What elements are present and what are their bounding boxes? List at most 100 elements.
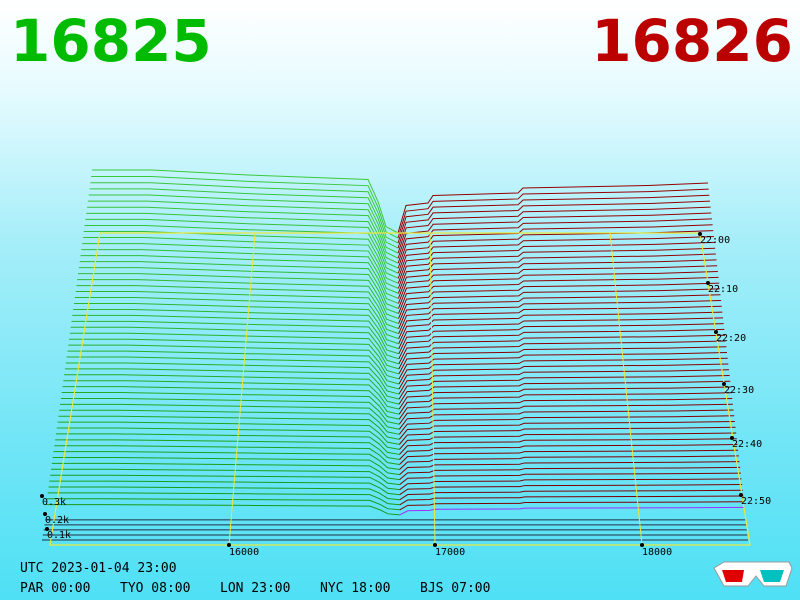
ask-depth-line [398, 276, 719, 314]
ask-depth-line [399, 461, 740, 475]
ask-depth-line [399, 489, 743, 501]
world-clocks: PAR 00:00 TYO 08:00 LON 23:00 NYC 18:00 BJS … [20, 581, 490, 596]
price-label: 16000 [229, 547, 259, 558]
price-label: 18000 [642, 547, 672, 558]
ask-depth-line [399, 455, 739, 470]
bid-depth-line [58, 415, 400, 440]
bid-depth-line [88, 194, 399, 254]
ask-depth-line [399, 495, 744, 506]
bid-depth-line [81, 249, 399, 299]
clock: BJS 07:00 [420, 581, 490, 596]
ask-depth-line [398, 392, 732, 415]
axis-dot [706, 281, 710, 285]
bid-depth-line [59, 409, 400, 435]
bid-depth-line [75, 291, 399, 335]
ask-depth-line [398, 282, 720, 319]
ask-depth-line [398, 363, 729, 390]
time-label: 22:00 [700, 235, 730, 246]
ask-depth-line [399, 432, 737, 450]
3d-glasses-icon[interactable] [713, 561, 793, 587]
ask-depth-line [397, 247, 716, 289]
ask-depth-line [397, 206, 711, 254]
depth-lines [42, 169, 748, 541]
ask-depth-line [399, 501, 745, 511]
time-label: 22:10 [708, 284, 738, 295]
bid-depth-line [62, 386, 400, 415]
axis-dot [698, 232, 702, 236]
ask-depth-line [398, 415, 735, 435]
clock: PAR 00:00 [20, 581, 90, 596]
ask-depth-line [399, 484, 743, 496]
axis-dot [730, 436, 734, 440]
axis-dot [40, 494, 44, 498]
depth-label: 0.3k [42, 497, 66, 508]
bid-depth-line [48, 486, 400, 501]
price-label: 17000 [435, 547, 465, 558]
bid-depth-line [46, 498, 400, 511]
ask-depth-line [398, 271, 718, 309]
bid-depth-line [54, 445, 400, 466]
axis-dot [433, 543, 437, 547]
bid-depth-line [87, 206, 399, 264]
ask-depth-line [398, 386, 731, 410]
bid-depth-line [74, 297, 399, 340]
bid-depth-line [47, 492, 400, 506]
bid-depth-line [57, 421, 400, 445]
ask-depth-line [397, 241, 715, 284]
bid-depth-line [73, 302, 399, 345]
ask-depth-line [397, 194, 710, 244]
utc-time: UTC 2023-01-04 23:00 [20, 561, 177, 576]
bid-depth-line [73, 308, 399, 350]
bid-depth-line [68, 344, 400, 380]
ask-price: 16826 [591, 7, 793, 75]
ask-depth-line [397, 259, 717, 299]
ask-depth-line [399, 506, 745, 516]
axis-dot [714, 330, 718, 334]
bid-depth-line [65, 362, 400, 395]
bid-depth-line [86, 212, 399, 269]
bid-depth-line [71, 320, 399, 360]
bid-depth-line [49, 480, 400, 496]
bid-depth-line [69, 338, 400, 375]
ask-depth-line [398, 300, 722, 334]
bid-depth-line [80, 255, 399, 304]
bid-depth-line [56, 427, 400, 450]
ask-depth-line [397, 200, 710, 249]
axis-dot [43, 512, 47, 516]
bid-depth-line [89, 188, 399, 249]
clock: NYC 18:00 [320, 581, 390, 596]
ask-depth-line [399, 466, 741, 480]
ask-depth-line [398, 323, 724, 355]
bid-depth-line [87, 200, 399, 259]
ask-depth-line [397, 188, 709, 239]
time-label: 22:50 [741, 496, 771, 507]
bid-depth-line [78, 267, 399, 314]
ask-depth-line [397, 265, 718, 304]
bid-depth-line [76, 285, 399, 330]
depth-label: 0.2k [45, 515, 69, 526]
ask-depth-line [398, 421, 735, 440]
bid-depth-line [51, 468, 400, 486]
clock: TYO 08:00 [120, 581, 190, 596]
axis-labels: 16000 17000 18000 22:00 22:10 22:20 22:30 22:40… [40, 232, 771, 558]
clock: LON 23:00 [220, 581, 290, 596]
bid-depth-line [67, 350, 400, 385]
ask-depth-line [399, 438, 737, 455]
ask-depth-line [398, 311, 723, 344]
ask-depth-line [398, 352, 728, 380]
bid-depth-line [77, 279, 399, 325]
floor-grid [429, 232, 436, 546]
ask-depth-line [399, 449, 739, 465]
ask-depth-line [398, 398, 733, 420]
bid-depth-line [91, 175, 399, 239]
depth-label: 0.1k [47, 530, 71, 541]
ask-depth-line [398, 334, 726, 365]
bid-depth-line [69, 332, 400, 370]
bid-depth-line [51, 462, 400, 481]
bid-depth-line [53, 451, 400, 471]
ask-depth-line [398, 294, 721, 329]
bid-price: 16825 [10, 7, 212, 75]
floor-grid [609, 232, 643, 546]
